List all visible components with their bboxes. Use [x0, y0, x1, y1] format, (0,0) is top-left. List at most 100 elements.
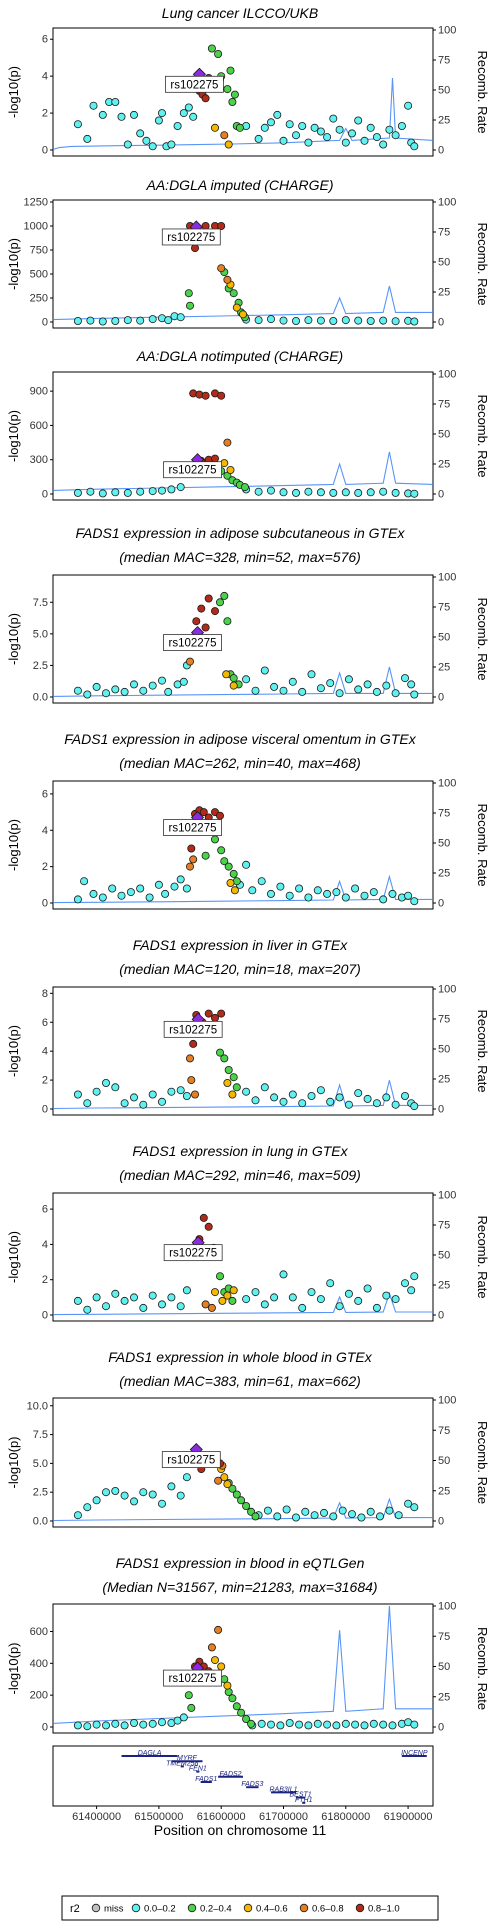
snp-point [295, 884, 304, 893]
y-tick-label: 6 [42, 1017, 48, 1029]
snp-point [210, 454, 219, 463]
snp-point [161, 889, 170, 898]
snp-point [338, 1506, 347, 1515]
y-tick-label: 0 [42, 145, 48, 157]
snp-point [351, 1720, 360, 1729]
recomb-tick-label: 0 [438, 1104, 444, 1116]
snp-point [347, 129, 356, 138]
snp-point [382, 1093, 391, 1102]
snp-point [179, 1713, 188, 1722]
snp-point [215, 598, 224, 607]
panel-title: FADS1 expression in whole blood in GTEx [108, 1349, 373, 1365]
snp-point [210, 123, 219, 132]
snp-point [242, 860, 251, 869]
snp-point [185, 1054, 194, 1063]
recomb-tick-label: 100 [438, 1395, 456, 1407]
snp-point [304, 893, 313, 902]
snp-point [310, 123, 319, 132]
panel-subtitle: (median MAC=383, min=61, max=662) [119, 1373, 361, 1389]
recomb-axis-title: Recomb. Rate [475, 222, 490, 305]
recomb-axis-title: Recomb. Rate [475, 394, 490, 477]
lead-snp-label-box [161, 1451, 221, 1468]
snp-point [210, 835, 219, 844]
snp-point [344, 1100, 353, 1109]
snp-point [223, 1291, 232, 1300]
snp-point [176, 483, 185, 492]
snp-point [341, 488, 350, 497]
snp-point [98, 489, 107, 498]
y-tick-label: 600 [30, 1626, 48, 1638]
snp-point [223, 1079, 232, 1088]
snp-point [136, 487, 145, 496]
snp-point [215, 1048, 224, 1057]
panel-title: FADS1 expression in lung in GTEx [132, 1143, 348, 1159]
snp-point [228, 98, 237, 107]
snp-point [332, 1721, 341, 1730]
panel-subtitle: (median MAC=328, min=52, max=576) [119, 549, 361, 565]
snp-point [410, 1272, 419, 1281]
gene-label: FADS3 [241, 1781, 263, 1788]
snp-point [407, 1286, 416, 1295]
snp-point [148, 1291, 157, 1300]
snp-point [73, 1511, 82, 1520]
snp-point [319, 1508, 328, 1517]
recomb-tick-label: 75 [438, 1014, 450, 1026]
snp-point [73, 1296, 82, 1305]
legend-swatch [243, 1903, 253, 1913]
snp-point [111, 98, 120, 107]
recomb-tick-label: 50 [438, 632, 450, 644]
snp-point [326, 679, 335, 688]
snp-point [92, 1087, 101, 1096]
snp-point [189, 1039, 198, 1048]
snp-point [226, 879, 235, 888]
snp-point [329, 316, 338, 325]
snp-point [184, 1691, 193, 1700]
snp-point [232, 1702, 241, 1711]
snp-point [316, 1086, 325, 1095]
snp-point [98, 317, 107, 326]
plot-frame [52, 1603, 434, 1734]
snp-point [129, 1293, 138, 1302]
panel-5: FADS1 expression in adipose visceral ome… [6, 731, 490, 910]
legend-label: 0.8–1.0 [368, 1904, 400, 1915]
snp-point [210, 1013, 219, 1022]
recomb-tick-label: 0 [438, 1722, 444, 1734]
snp-point [184, 103, 193, 112]
snp-point [391, 317, 400, 326]
snp-point [379, 140, 388, 149]
snp-point [220, 1054, 229, 1063]
panel-title: Lung cancer ILCCO/UKB [162, 5, 318, 21]
snp-point [226, 66, 235, 75]
snp-point [102, 1302, 111, 1311]
snp-point [332, 888, 341, 897]
lead-snp-label-box [163, 1244, 223, 1262]
y-axis-title: -log10(p) [6, 238, 21, 290]
plot-frame [52, 574, 434, 704]
panel-1: Lung cancer ILCCO/UKB 0 2 4 6 -log10(p) 0 25 50 7… [6, 5, 490, 157]
y-tick-label: 600 [30, 420, 48, 432]
snp-point [73, 316, 82, 325]
recomb-tick-label: 100 [438, 1190, 456, 1202]
plot-frame [52, 780, 434, 910]
panel-3: AA:DGLA notimputed (CHARGE) 0 300 600 900 -lo… [6, 348, 490, 501]
snp-point [270, 1093, 279, 1102]
snp-point [142, 136, 151, 145]
snp-point [360, 891, 369, 900]
snp-point [313, 886, 322, 895]
snp-point [220, 591, 229, 600]
recomb-tick-label: 100 [438, 197, 456, 209]
snp-point [102, 1079, 111, 1088]
snp-point [410, 317, 419, 326]
snp-point [385, 125, 394, 134]
snp-point [217, 221, 226, 230]
snp-point [240, 483, 249, 492]
plot-frame [52, 371, 434, 501]
gene-frame [52, 1745, 434, 1807]
snp-point [154, 880, 163, 889]
snp-point [288, 677, 297, 686]
y-axis-title: -log10(p) [6, 1436, 21, 1488]
x-tick-label: 61500000 [134, 1811, 183, 1823]
recomb-tick-label: 25 [438, 1074, 450, 1086]
lead-snp-label-box [163, 819, 222, 836]
